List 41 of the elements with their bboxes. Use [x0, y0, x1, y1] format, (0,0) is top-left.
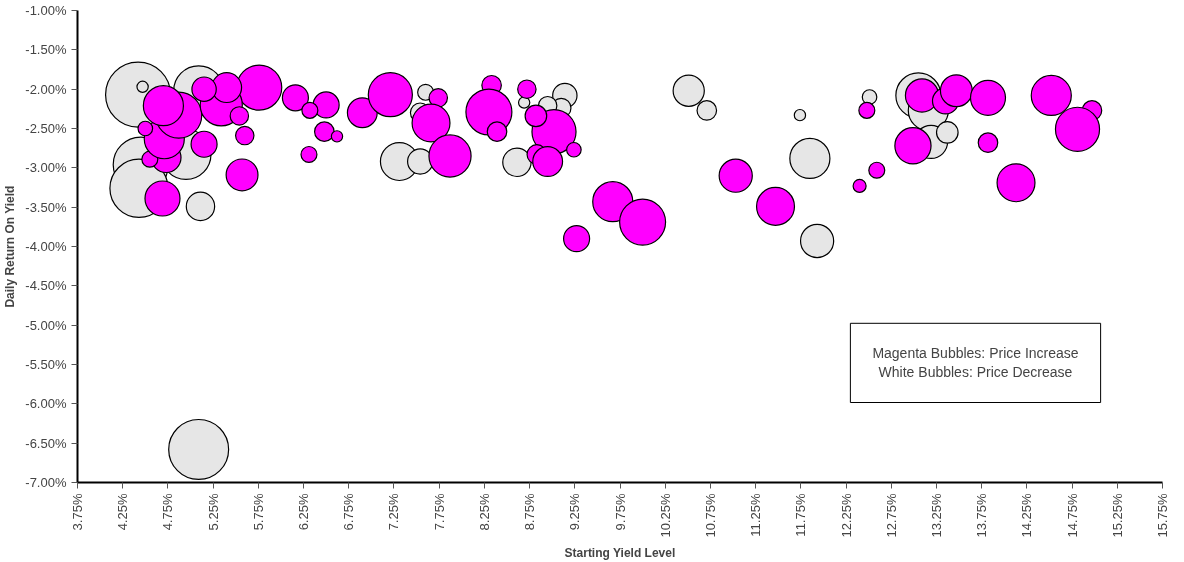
y-tick-label: -5.50%: [25, 357, 67, 372]
x-tick-label: 15.75%: [1155, 493, 1170, 538]
x-tick-label: 6.75%: [341, 493, 357, 531]
x-tick-label: 14.75%: [1064, 493, 1080, 538]
annotation: Magenta Bubbles: Price Increase White Bubbles: Price Decrease: [872, 345, 1079, 381]
y-tick-label: -3.50%: [25, 199, 67, 215]
x-tick-label: 9.25%: [567, 493, 583, 531]
y-axis-title: Daily Return On Yield: [3, 185, 18, 308]
x-tick-label: 11.75%: [793, 493, 809, 537]
y-tick-label: -2.00%: [25, 81, 67, 97]
x-tick-label: 13.25%: [928, 493, 944, 538]
x-tick-label: 13.75%: [974, 493, 990, 538]
x-tick-label: 4.75%: [160, 493, 176, 531]
y-tick-label: -1.00%: [25, 3, 67, 18]
x-tick-label: 10.75%: [702, 493, 718, 538]
x-tick-label: 8.75%: [522, 493, 538, 531]
y-tick-label: -3.00%: [25, 160, 67, 176]
y-tick-label: -4.00%: [25, 239, 67, 254]
x-tick-label: 5.25%: [205, 493, 221, 531]
x-tick-label: 7.25%: [386, 493, 402, 531]
x-tick-label: 4.25%: [115, 493, 131, 531]
x-tick-label: 14.25%: [1019, 493, 1035, 538]
x-tick-label: 12.25%: [838, 493, 854, 538]
x-tick-label: 10.25%: [657, 493, 673, 538]
x-tick-label: 8.25%: [476, 493, 492, 531]
y-tick-label: -6.50%: [25, 435, 67, 451]
y-tick-label: -6.00%: [25, 396, 67, 412]
y-tick-label: -4.50%: [25, 278, 67, 294]
y-tick-label: -2.50%: [25, 121, 67, 136]
x-tick-label: 9.75%: [612, 493, 628, 531]
x-tick-label: 5.75%: [250, 493, 266, 531]
x-tick-label: 6.25%: [296, 493, 312, 531]
x-tick-label: 12.75%: [883, 493, 899, 538]
y-tick-label: -5.00%: [25, 317, 67, 333]
x-axis-title: Starting Yield Level: [564, 545, 676, 560]
x-tick-label: 7.75%: [431, 493, 447, 531]
x-tick-label: 3.75%: [70, 493, 85, 531]
y-tick-label: -1.50%: [25, 42, 67, 58]
x-tick-label: 15.25%: [1109, 493, 1125, 538]
y-tick-label: -7.00%: [25, 475, 67, 490]
x-tick-label: 11.25%: [748, 493, 764, 537]
